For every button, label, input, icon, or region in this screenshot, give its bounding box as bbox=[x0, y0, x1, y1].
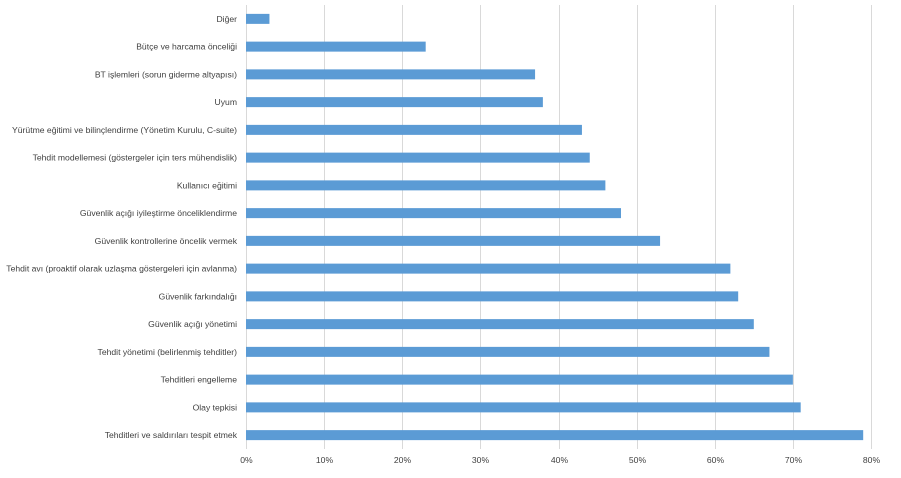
category-label: Uyum bbox=[215, 97, 237, 107]
category-label: Tehditleri engelleme bbox=[161, 375, 238, 385]
x-tick-label: 10% bbox=[316, 455, 334, 465]
x-tick-label: 60% bbox=[707, 455, 725, 465]
category-label: Güvenlik açığı yönetimi bbox=[148, 319, 237, 329]
bar bbox=[246, 374, 793, 385]
bar bbox=[246, 263, 731, 274]
bar bbox=[246, 69, 536, 80]
category-label: Tehditleri ve saldırıları tespit etmek bbox=[105, 430, 238, 440]
category-label: Güvenlik farkındalığı bbox=[159, 291, 237, 301]
bars bbox=[246, 13, 864, 441]
category-label: Tehdit avı (proaktif olarak uzlaşma göst… bbox=[6, 264, 237, 274]
bar bbox=[246, 346, 770, 357]
category-label: BT işlemleri (sorun giderme altyapısı) bbox=[95, 69, 237, 79]
bar bbox=[246, 180, 606, 191]
category-label: Yürütme eğitimi ve bilinçlendirme (Yönet… bbox=[12, 125, 237, 135]
bar bbox=[246, 208, 621, 219]
bar bbox=[246, 235, 661, 246]
bar bbox=[246, 97, 543, 108]
category-label: Güvenlik kontrollerine öncelik vermek bbox=[95, 236, 238, 246]
x-tick-label: 0% bbox=[240, 455, 253, 465]
x-tick-label: 50% bbox=[629, 455, 647, 465]
category-label: Tehdit yönetimi (belirlenmiş tehditler) bbox=[98, 347, 238, 357]
x-axis-tick-labels: 0% 10% 20% 30% 40% 50% 60% 70% 80% bbox=[240, 455, 880, 465]
bar bbox=[246, 124, 582, 135]
bar bbox=[246, 402, 801, 413]
bar bbox=[246, 319, 754, 330]
bar bbox=[246, 430, 864, 441]
x-tick-label: 20% bbox=[394, 455, 412, 465]
category-labels: Diğer Bütçe ve harcama önceliği BT işlemle… bbox=[6, 14, 237, 440]
category-label: Güvenlik açığı iyileştirme önceliklendir… bbox=[80, 208, 237, 218]
x-tick-label: 30% bbox=[472, 455, 490, 465]
category-label: Olay tepkisi bbox=[193, 402, 238, 412]
category-label: Bütçe ve harcama önceliği bbox=[136, 42, 237, 52]
x-tick-label: 40% bbox=[551, 455, 569, 465]
bar bbox=[246, 291, 739, 302]
category-label: Tehdit modellemesi (göstergeler için ter… bbox=[33, 153, 238, 163]
category-label: Kullanıcı eğitimi bbox=[177, 180, 237, 190]
x-tick-label: 80% bbox=[863, 455, 881, 465]
bar bbox=[246, 152, 590, 163]
x-tick-label: 70% bbox=[785, 455, 803, 465]
bar bbox=[246, 41, 426, 52]
category-label: Diğer bbox=[216, 14, 237, 24]
bar bbox=[246, 13, 270, 24]
